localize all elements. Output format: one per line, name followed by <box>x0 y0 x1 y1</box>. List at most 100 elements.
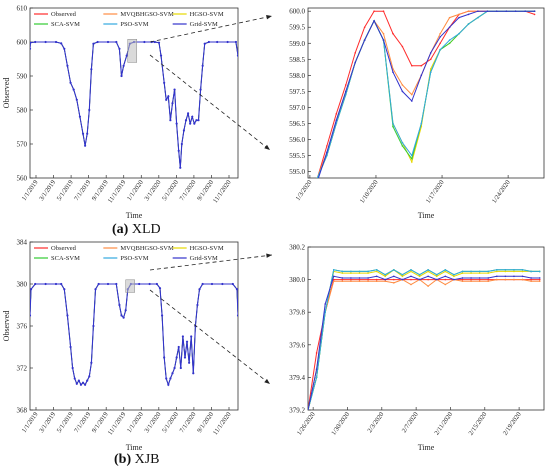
data-point <box>122 316 125 319</box>
x-tick-label: 3/1/2020 <box>143 179 162 202</box>
data-point <box>444 278 447 281</box>
data-point <box>69 345 72 349</box>
legend-label: SCA-SVM <box>51 21 80 28</box>
data-point <box>165 98 168 101</box>
data-point <box>427 285 429 287</box>
x-tick-label: 1/3/2020 <box>295 179 314 202</box>
data-point <box>86 379 89 382</box>
data-point <box>173 366 176 370</box>
data-point <box>344 90 347 93</box>
data-point <box>384 280 387 283</box>
y-tick-label: 379.4 <box>289 374 305 382</box>
data-point <box>487 277 490 279</box>
data-point <box>538 278 541 281</box>
data-point <box>44 282 47 286</box>
data-point <box>160 314 164 317</box>
data-point <box>411 157 413 160</box>
data-point <box>392 122 394 125</box>
data-point <box>92 324 95 328</box>
data-point <box>332 280 335 283</box>
x-tick-label: 1/1/2019 <box>21 179 40 202</box>
legend-label: Observed <box>51 245 77 252</box>
legend: Observed MVQBHGSO-SVM HGSO-SVM SCA-SVM PSO-S… <box>34 245 224 262</box>
x-tick-label: 1/1/2019 <box>21 411 40 434</box>
data-point <box>401 273 404 276</box>
x-tick-label: 5/1/2020 <box>161 179 180 202</box>
data-point <box>367 272 369 274</box>
data-point <box>191 115 194 118</box>
y-tick-label: 598.5 <box>289 56 305 64</box>
y-axis-label: Observed <box>2 78 11 109</box>
data-point <box>453 273 455 276</box>
data-point <box>34 282 37 286</box>
x-tick-label: 1/1/2020 <box>126 179 145 202</box>
data-point <box>203 42 206 45</box>
data-point <box>530 278 532 281</box>
caption-b-letter: (b) <box>114 452 132 467</box>
data-point <box>179 166 182 169</box>
data-point <box>487 272 490 274</box>
data-point <box>90 361 93 364</box>
data-point <box>350 270 352 273</box>
data-point <box>235 288 238 291</box>
y-tick-label: 580 <box>17 107 28 115</box>
series-line-grid-svm <box>308 275 540 410</box>
data-point <box>118 47 121 50</box>
data-point <box>533 10 536 13</box>
data-point <box>88 108 91 112</box>
data-point <box>538 277 541 279</box>
legend-label: Observed <box>51 11 77 18</box>
data-point <box>90 68 93 71</box>
data-point <box>429 52 432 54</box>
data-point <box>533 13 536 16</box>
data-point <box>324 303 326 305</box>
data-point <box>384 275 387 278</box>
data-point <box>97 282 100 286</box>
data-point <box>410 283 412 286</box>
data-point <box>393 275 395 278</box>
connector-arrow-lower-b <box>149 289 271 385</box>
x-tick-label: 11/1/2019 <box>107 411 128 436</box>
data-point <box>315 376 318 379</box>
legend: Observed MVQBHGSO-SVM HGSO-SVM SCA-SVM PSO-S… <box>34 11 224 28</box>
x-tick-label: 1/30/2020 <box>330 411 351 437</box>
connector-arrow-lower-a-head <box>264 144 270 150</box>
data-point <box>179 366 182 370</box>
data-point <box>375 278 378 281</box>
data-point <box>54 40 58 44</box>
data-point <box>375 269 378 271</box>
data-point <box>514 10 517 13</box>
data-point <box>177 345 180 349</box>
data-point <box>201 64 204 67</box>
data-point <box>478 278 481 281</box>
data-point <box>198 288 201 291</box>
data-point <box>308 409 309 410</box>
caption-a-letter: (a) <box>112 222 129 237</box>
data-point <box>427 278 429 281</box>
data-point <box>411 64 413 67</box>
x-tick-label: 3/1/2019 <box>38 411 57 434</box>
x-tick-label: 7/1/2020 <box>179 179 198 202</box>
data-point <box>165 377 168 380</box>
data-point <box>373 20 375 22</box>
data-point <box>66 314 69 317</box>
y-tick-label: 570 <box>17 141 28 149</box>
data-point <box>72 88 75 91</box>
data-point <box>186 112 190 115</box>
y-tick-label: 599.5 <box>289 24 305 32</box>
data-point <box>315 352 318 354</box>
x-tick-label: 3/1/2019 <box>38 179 57 202</box>
data-point <box>317 180 319 182</box>
data-point <box>63 47 66 50</box>
data-point <box>81 132 85 135</box>
data-point <box>521 269 524 271</box>
data-point <box>439 32 441 35</box>
data-point <box>444 270 447 273</box>
plot-frame <box>307 246 545 411</box>
data-point <box>448 26 451 29</box>
data-point <box>350 277 352 279</box>
data-point <box>496 278 498 281</box>
data-point <box>197 119 200 122</box>
data-point <box>478 270 481 273</box>
data-point <box>157 41 161 44</box>
